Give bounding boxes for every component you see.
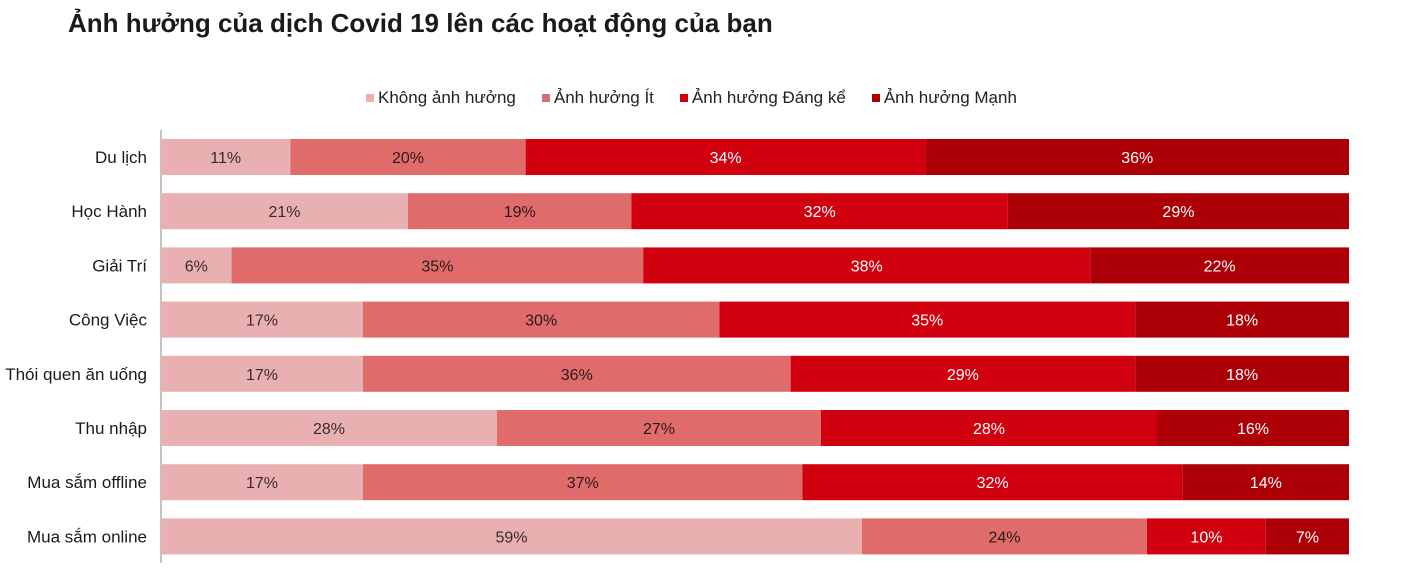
bar-segment [362, 301, 720, 338]
data-label: 24% [988, 529, 1020, 546]
legend-swatch [679, 94, 688, 102]
bar-segment [525, 139, 926, 175]
bar-segment [1265, 518, 1349, 555]
data-label: 14% [1250, 475, 1282, 492]
legend-label: Không ảnh hưởng [378, 88, 516, 107]
bar-segment [790, 355, 1136, 392]
data-label: 16% [1237, 421, 1269, 438]
legend-item: Ảnh hưởng Đáng kể [679, 88, 846, 108]
data-label: 7% [1296, 529, 1319, 546]
data-label: 32% [804, 204, 836, 221]
legend-label: Ảnh hưởng Đáng kể [691, 88, 846, 107]
category-label: Học Hành [71, 202, 147, 221]
legend: Không ảnh hưởng Ảnh hưởng Ít Ảnh hưởng Đ… [366, 88, 1017, 108]
data-label: 10% [1190, 529, 1222, 546]
category-label: Mua sắm online [27, 527, 147, 546]
bar-segment [161, 518, 862, 555]
bar-segment [161, 193, 409, 230]
bar-segment [362, 464, 803, 501]
data-label: 17% [246, 313, 278, 330]
bar-segment [631, 193, 1008, 230]
data-label: 32% [977, 475, 1009, 492]
chart-title: Ảnh hưởng của dịch Covid 19 lên các hoạt… [68, 8, 773, 38]
bar-segment [290, 139, 526, 175]
data-label: 6% [185, 258, 208, 275]
legend-label: Ảnh hưởng Ít [553, 88, 654, 107]
category-label: Du lịch [95, 148, 147, 167]
bar-segment [1135, 301, 1349, 338]
bar-segment [161, 139, 291, 175]
data-label: 17% [246, 475, 278, 492]
bar-segment [1135, 355, 1349, 392]
bar-segment [719, 301, 1136, 338]
data-label: 17% [246, 367, 278, 384]
data-label: 19% [504, 204, 536, 221]
legend-label: Ảnh hưởng Mạnh [883, 88, 1017, 107]
bar-segment [1090, 247, 1349, 284]
legend-swatch [366, 94, 374, 102]
data-label: 28% [973, 421, 1005, 438]
bar-segment [925, 139, 1349, 175]
bar-segment [643, 247, 1091, 284]
data-label: 20% [392, 150, 424, 167]
bar-segment [1182, 464, 1349, 501]
data-label: 35% [421, 258, 453, 275]
data-label: 18% [1226, 367, 1258, 384]
legend-item: Ảnh hưởng Ít [541, 88, 654, 108]
bar-segment [161, 464, 363, 501]
bar-segment [362, 355, 791, 392]
data-label: 34% [710, 150, 742, 167]
legend-swatch [541, 94, 550, 102]
bar-segment [161, 301, 363, 338]
data-label: 35% [911, 313, 943, 330]
legend-item: Không ảnh hưởng [366, 88, 516, 108]
bar-segment [821, 410, 1157, 446]
bar-segment [161, 247, 232, 284]
data-label: 27% [643, 421, 675, 438]
category-label: Giải Trí [92, 256, 147, 275]
bar-segment [161, 355, 363, 392]
bar-segment [231, 247, 644, 284]
category-label: Công Việc [69, 311, 148, 330]
data-label: 36% [561, 367, 593, 384]
data-label: 29% [1162, 204, 1194, 221]
data-label: 29% [947, 367, 979, 384]
legend-item: Ảnh hưởng Mạnh [871, 88, 1017, 108]
bar-segment [861, 518, 1148, 555]
bar-segment [408, 193, 632, 230]
category-label: Thói quen ăn uống [5, 365, 147, 384]
bar-segment [497, 410, 821, 446]
data-label: 11% [210, 150, 241, 167]
category-label: Thu nhập [75, 419, 147, 438]
bar-segment [161, 410, 497, 446]
data-label: 22% [1204, 258, 1236, 275]
data-label: 38% [851, 258, 883, 275]
bar-segment [1147, 518, 1266, 555]
bar-segment [1157, 410, 1349, 446]
data-label: 37% [567, 475, 599, 492]
category-label: Mua sắm offline [27, 473, 147, 492]
legend-swatch [871, 94, 880, 102]
data-label: 36% [1121, 150, 1153, 167]
bar-segment [802, 464, 1183, 501]
data-label: 59% [495, 529, 527, 546]
data-label: 18% [1226, 313, 1258, 330]
data-label: 28% [313, 421, 345, 438]
data-label: 30% [525, 313, 557, 330]
bar-segment [1007, 193, 1349, 230]
data-label: 21% [268, 204, 300, 221]
